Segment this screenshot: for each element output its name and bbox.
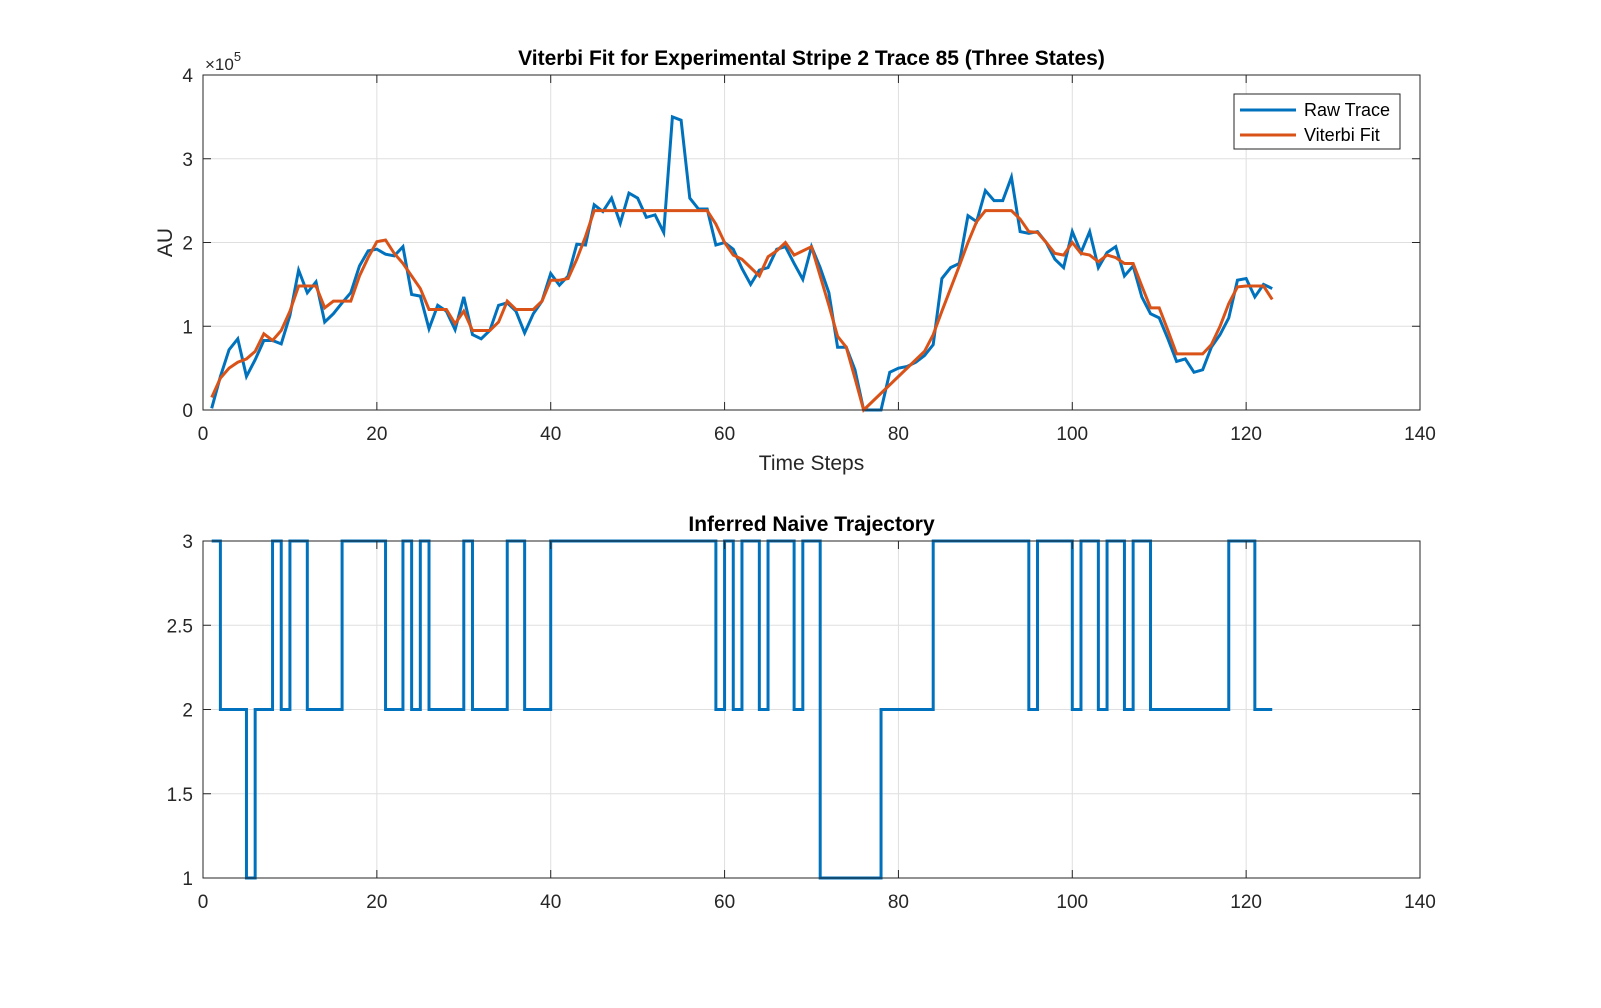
y-tick-label: 3 — [182, 150, 193, 171]
y-tick-label: 3 — [182, 532, 193, 553]
top-plot-x-axis-label: Time Steps — [759, 452, 864, 475]
x-tick-label: 80 — [888, 424, 909, 445]
x-tick-label: 40 — [540, 892, 561, 913]
x-tick-label: 60 — [714, 424, 735, 445]
x-tick-label: 140 — [1404, 424, 1436, 445]
y-exponent-power: 5 — [234, 49, 241, 64]
top-plot-ticks: 0 20 40 60 80 100 120 140 0 1 2 3 4 — [182, 66, 1435, 445]
y-tick-label: 2 — [182, 701, 193, 722]
bottom-plot-title: Inferred Naive Trajectory — [688, 513, 935, 536]
x-tick-label: 140 — [1404, 892, 1436, 913]
y-tick-label: 2 — [182, 234, 193, 255]
y-exponent-base: ×10 — [205, 55, 234, 74]
x-tick-label: 100 — [1056, 892, 1088, 913]
x-tick-label: 120 — [1230, 424, 1262, 445]
y-tick-label: 2.5 — [167, 616, 193, 637]
top-plot-legend: Raw Trace Viterbi Fit — [1233, 93, 1401, 150]
y-tick-label: 1 — [182, 317, 193, 338]
x-tick-label: 60 — [714, 892, 735, 913]
x-tick-label: 80 — [888, 892, 909, 913]
top-plot: 0 20 40 60 80 100 120 140 0 1 2 3 4 Viterbi Fit for … — [154, 47, 1436, 475]
y-tick-label: 1.5 — [167, 785, 193, 806]
y-tick-label: 1 — [182, 869, 193, 890]
series-line-raw-trace — [210, 114, 1273, 412]
x-tick-label: 120 — [1230, 892, 1262, 913]
x-tick-label: 0 — [198, 892, 209, 913]
legend-box — [1233, 93, 1401, 150]
x-tick-label: 100 — [1056, 424, 1088, 445]
legend-label-raw-trace: Raw Trace — [1304, 100, 1390, 120]
x-tick-label: 20 — [366, 424, 387, 445]
x-tick-label: 0 — [198, 424, 209, 445]
top-plot-data — [210, 114, 1274, 413]
series-line-viterbi-fit — [210, 209, 1274, 413]
top-plot-y-exponent: ×105 — [205, 49, 241, 74]
y-tick-label: 4 — [182, 66, 193, 87]
x-tick-label: 20 — [366, 892, 387, 913]
bottom-plot-ticks: 0 20 40 60 80 100 120 140 1 1.5 2 2.5 3 — [167, 532, 1436, 913]
top-plot-y-axis-label: AU — [154, 228, 177, 257]
bottom-plot: 0 20 40 60 80 100 120 140 1 1.5 2 2.5 3 Inferred Nai… — [167, 513, 1436, 913]
x-tick-label: 40 — [540, 424, 561, 445]
y-tick-label: 0 — [182, 401, 193, 422]
legend-label-viterbi-fit: Viterbi Fit — [1304, 125, 1380, 145]
top-plot-title: Viterbi Fit for Experimental Stripe 2 Tr… — [518, 47, 1105, 70]
